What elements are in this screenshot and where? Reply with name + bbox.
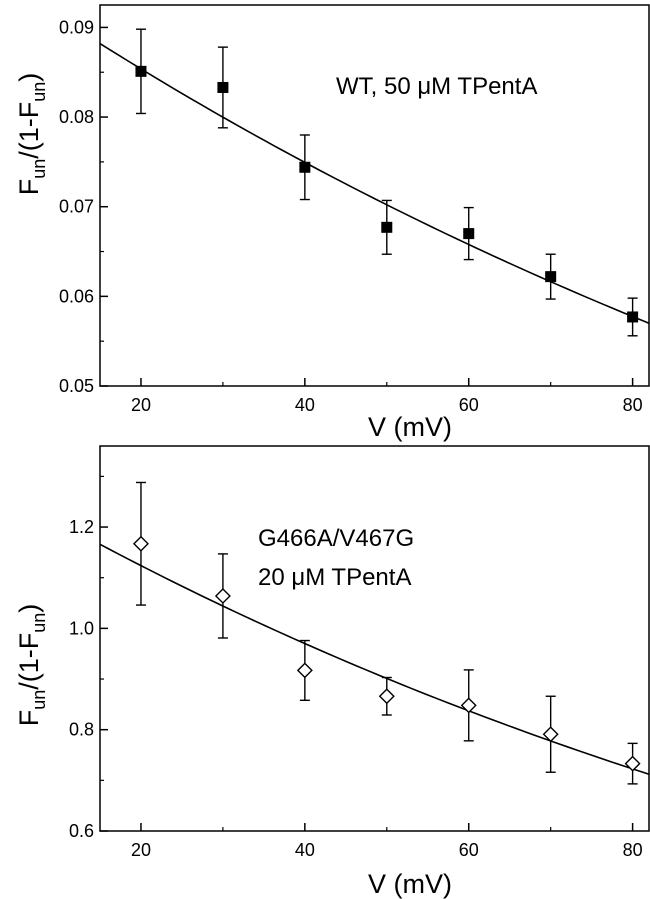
data-point [378,688,395,705]
y-axis-label: Fun/(1-Fun) [14,604,49,727]
data-point [381,221,393,233]
y-label-sub2: un [29,82,49,102]
data-point [545,271,557,283]
x-axis-label: V (mV) [368,869,452,899]
y-label-sub2: un [29,613,49,633]
plot-frame [99,4,650,387]
y-axis-ticks: 0.05 0.06 0.07 0.08 0.09 [59,17,108,396]
y-tick-label: 0.08 [59,107,94,127]
x-tick-label: 20 [131,395,151,415]
y-label-mid: /(1-F [14,633,44,690]
y-tick-label: 0.06 [59,286,94,306]
y-label-sub1: un [29,159,49,179]
fit-curve [99,42,650,324]
x-tick-label: 40 [295,840,315,860]
y-tick-label: 1.0 [69,618,94,638]
y-tick-label: 0.8 [69,720,94,740]
x-axis-ticks: 20 40 60 80 [131,378,643,415]
data-point [463,228,475,240]
y-tick-label: 0.07 [59,197,94,217]
y-label-sub1: un [29,690,49,710]
fit-curve-group [99,42,650,324]
data-point [624,755,641,772]
y-tick-label: 0.05 [59,376,94,396]
data-point [296,662,313,679]
x-tick-label: 60 [459,840,479,860]
x-tick-label: 80 [623,840,643,860]
top-panel: 0.05 0.06 0.07 0.08 0.09 20 40 60 80 WT, 50 μM … [14,4,650,442]
y-label-mid: /(1-F [14,102,44,159]
y-tick-label: 0.6 [69,821,94,841]
x-tick-label: 40 [295,395,315,415]
y-label-end: ) [14,604,44,613]
y-label-end: ) [14,73,44,82]
y-label-base: F [14,179,44,196]
y-tick-label: 0.09 [59,17,94,37]
data-points [135,28,639,337]
legend-label-line2: 20 μM TPentA [258,564,411,591]
legend-label-line1: G466A/V467G [258,525,414,552]
y-label-base: F [14,710,44,727]
data-point [627,311,639,323]
data-point [460,697,477,714]
plot-frame [99,445,650,832]
data-point [542,726,559,743]
x-tick-label: 20 [131,840,151,860]
x-tick-label: 60 [459,395,479,415]
fit-curve [99,543,650,776]
y-tick-label: 1.2 [69,517,94,537]
data-points [132,481,641,785]
x-axis-ticks: 20 40 60 80 [131,823,643,860]
data-point [217,81,229,93]
bottom-panel: 0.6 0.8 1.0 1.2 20 40 60 80 G466A/V467G 20 μM … [14,445,650,899]
x-tick-label: 80 [623,395,643,415]
legend-label: WT, 50 μM TPentA [336,73,537,100]
data-point [299,161,311,173]
data-point [132,535,149,552]
x-axis-label: V (mV) [368,412,452,442]
fit-curve-group [99,543,650,776]
y-axis-label: Fun/(1-Fun) [14,73,49,196]
data-point [135,65,147,77]
data-point [214,587,231,604]
y-axis-ticks: 0.6 0.8 1.0 1.2 [69,475,108,841]
